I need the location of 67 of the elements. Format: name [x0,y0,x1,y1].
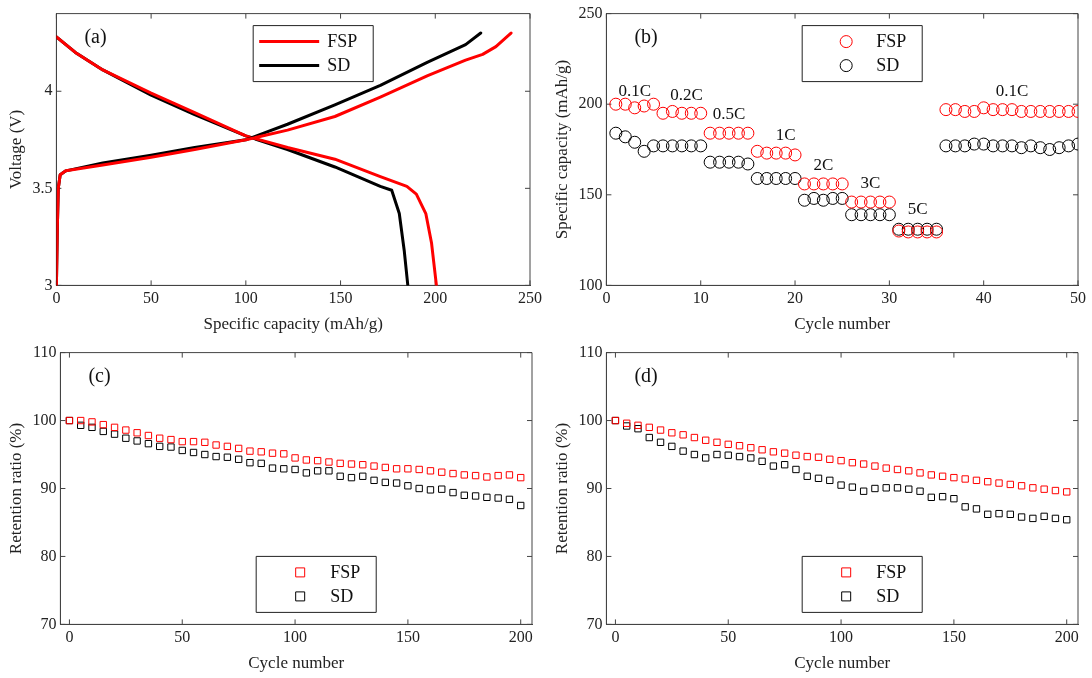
y-tick-label: 3 [44,275,53,293]
x-tick-label: 150 [328,289,353,307]
annotation: (b) [634,24,658,48]
y-tick-label: 100 [578,410,603,428]
annotation: 3C [860,173,881,193]
x-tick-label: 100 [283,628,308,646]
legend-label: FSP [876,562,907,583]
y-tick-label: 4 [44,81,53,99]
y-tick-label: 100 [32,410,57,428]
x-tick-label: 0 [52,289,61,307]
x-tick-label: 40 [975,289,992,307]
y-tick-label: 100 [578,275,603,293]
x-tick-label: 30 [881,289,898,307]
y-tick-label: 90 [40,478,57,496]
x-tick-label: 50 [1070,289,1086,307]
y-tick-label: 250 [578,3,603,21]
y-tick-label: 80 [586,546,603,564]
x-tick-label: 50 [143,289,160,307]
y-tick-label: 200 [578,94,603,112]
x-tick-label: 200 [1054,628,1079,646]
x-tick-label: 150 [395,628,420,646]
x-tick-label: 100 [829,628,854,646]
legend-label: FSP [330,562,361,583]
y-axis-title: Retention ratio (%) [5,422,25,555]
y-tick-label: 70 [40,614,57,632]
annotation: 0.2C [670,84,703,104]
annotation: 0.5C [712,104,746,124]
x-tick-label: 100 [233,289,258,307]
x-tick-label: 50 [720,628,737,646]
y-tick-label: 90 [586,478,603,496]
x-tick-label: 10 [692,289,709,307]
y-axis-title: Specific capacity (mAh/g) [551,59,571,240]
x-axis-title: Specific capacity (mAh/g) [203,314,383,334]
x-tick-label: 20 [787,289,804,307]
x-axis-title: Cycle number [248,653,345,673]
annotation: 2C [813,155,834,175]
annotation: 5C [907,198,928,218]
x-tick-label: 0 [611,628,620,646]
y-tick-label: 150 [578,185,603,202]
x-tick-label: 50 [174,628,191,646]
y-tick-label: 110 [32,342,57,360]
legend-label: SD [330,586,354,607]
y-tick-label: 70 [586,614,603,632]
legend-label: SD [327,55,351,76]
x-tick-label: 0 [65,628,74,646]
x-tick-label: 200 [423,289,448,307]
y-tick-label: 110 [578,342,603,360]
y-tick-label: 3.5 [32,178,53,196]
annotation: (a) [84,24,107,48]
y-tick-label: 80 [40,546,57,564]
y-axis-title: Retention ratio (%) [551,422,571,555]
legend-label: SD [876,55,900,76]
legend-label: FSP [327,31,358,52]
x-tick-label: 200 [508,628,533,646]
annotation: 0.1C [618,81,651,101]
x-axis-title: Cycle number [794,653,891,673]
x-tick-label: 150 [941,628,966,646]
annotation: 0.1C [995,81,1029,101]
annotation: 1C [775,124,796,144]
x-tick-label: 0 [602,289,611,307]
y-axis-title: Voltage (V) [5,109,25,190]
x-tick-label: 250 [518,289,542,307]
x-axis-title: Cycle number [794,314,891,334]
annotation: (c) [88,363,111,387]
legend-label: FSP [876,31,907,52]
annotation: (d) [634,363,658,387]
legend-label: SD [876,586,900,607]
